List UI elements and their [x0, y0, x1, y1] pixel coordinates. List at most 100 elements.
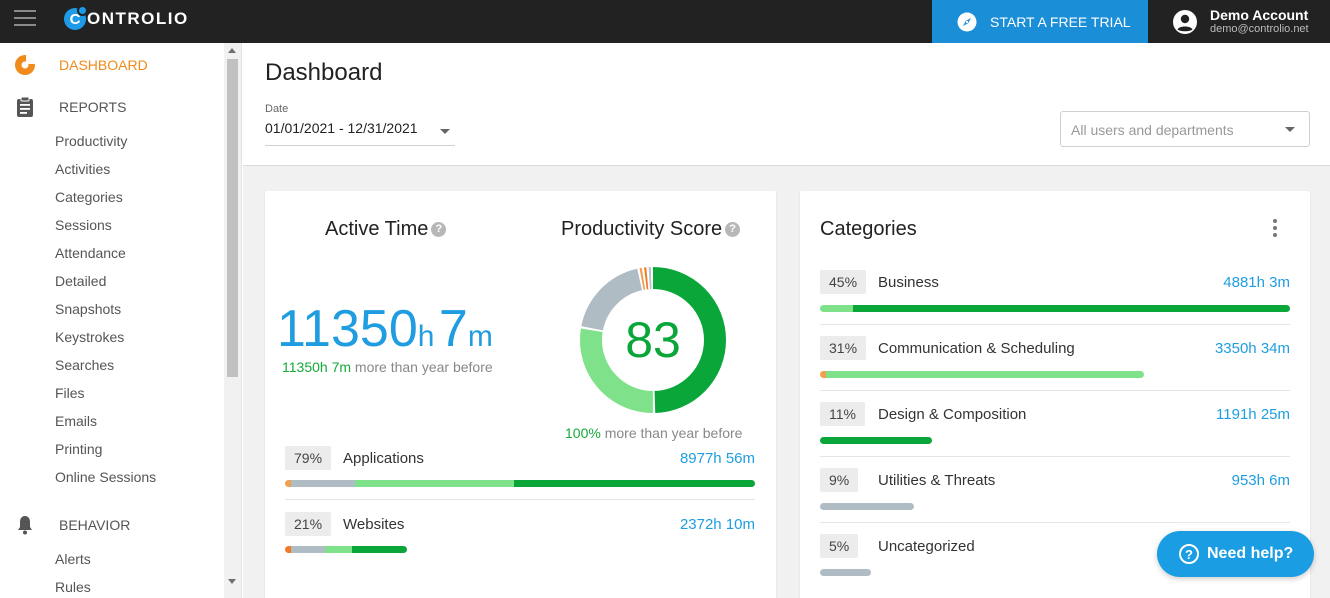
account-name: Demo Account: [1210, 7, 1309, 23]
productivity-score-value: 83: [625, 312, 681, 368]
top-bar: C ONTROLIO START A FREE TRIAL Demo Accou…: [0, 0, 1330, 43]
category-time: 3350h 34m: [1214, 340, 1290, 357]
main-content: Dashboard Date 01/01/2021 - 12/31/2021 A…: [243, 43, 1330, 598]
productivity-score-label: Productivity Score: [561, 218, 723, 240]
chevron-down-icon: [1285, 127, 1295, 132]
sidebar-label-behavior: BEHAVIOR: [59, 517, 131, 533]
sidebar-item-emails[interactable]: Emails: [55, 413, 98, 429]
sidebar-item-keystrokes[interactable]: Keystrokes: [55, 329, 125, 345]
categories-title: Categories: [820, 218, 917, 240]
page-title: Dashboard: [265, 59, 383, 86]
productivity-donut-chart: 83: [580, 267, 726, 413]
sidebar-item-snapshots[interactable]: Snapshots: [55, 301, 122, 317]
menu-icon[interactable]: [14, 10, 36, 28]
divider: [820, 522, 1290, 523]
active-time-value: 11350h 7m: [277, 299, 493, 359]
applications-bar: [285, 480, 755, 487]
category-name[interactable]: Business: [878, 274, 939, 291]
minutes-unit: m: [467, 320, 493, 353]
date-label: Date: [265, 103, 289, 115]
category-name[interactable]: Communication & Scheduling: [878, 340, 1075, 357]
sidebar-item-files[interactable]: Files: [55, 385, 85, 401]
category-percent: 31%: [820, 336, 867, 360]
category-time: 953h 6m: [1231, 472, 1290, 489]
help-icon[interactable]: ?: [431, 222, 447, 238]
sidebar-item-rules[interactable]: Rules: [55, 579, 91, 595]
scroll-up-arrow-icon[interactable]: [228, 48, 236, 53]
users-select-placeholder: All users and departments: [1071, 122, 1234, 138]
more-options-icon[interactable]: [1272, 219, 1278, 237]
sidebar: DASHBOARD REPORTS Productivity Activitie…: [0, 43, 242, 598]
divider: [285, 499, 755, 500]
date-range-value: 01/01/2021 - 12/31/2021: [265, 120, 418, 136]
sidebar-item-detailed[interactable]: Detailed: [55, 273, 107, 289]
scroll-thumb[interactable]: [227, 59, 238, 377]
sidebar-item-productivity[interactable]: Productivity: [55, 133, 128, 149]
category-bar: [820, 503, 914, 510]
websites-bar: [285, 546, 407, 553]
applications-label[interactable]: Applications: [343, 450, 424, 467]
websites-time: 2372h 10m: [679, 516, 755, 533]
sidebar-item-sessions[interactable]: Sessions: [55, 217, 112, 233]
trial-label: START A FREE TRIAL: [990, 13, 1131, 30]
compass-icon: [957, 12, 977, 31]
active-time-delta-value: 11350h 7m: [282, 359, 352, 375]
active-time-label: Active Time: [325, 218, 429, 240]
category-bar: [820, 371, 1144, 378]
sidebar-item-online-sessions[interactable]: Online Sessions: [55, 469, 157, 485]
start-free-trial-button[interactable]: START A FREE TRIAL: [932, 0, 1148, 43]
sidebar-item-searches[interactable]: Searches: [55, 357, 115, 373]
date-range-picker[interactable]: 01/01/2021 - 12/31/2021: [265, 120, 455, 146]
category-percent: 11%: [820, 402, 865, 426]
logo-text: ONTROLIO: [87, 9, 189, 28]
divider: [820, 456, 1290, 457]
need-help-button[interactable]: ? Need help?: [1157, 531, 1314, 577]
donut-segment: [580, 267, 726, 413]
productivity-delta: 100% more than year before: [565, 425, 742, 441]
help-icon[interactable]: ?: [725, 222, 741, 238]
divider: [820, 324, 1290, 325]
active-hours: 11350: [277, 300, 418, 358]
bell-icon: [18, 516, 32, 535]
category-time: 4881h 3m: [1223, 274, 1290, 291]
applications-time: 8977h 56m: [679, 450, 755, 467]
category-bar: [820, 569, 871, 576]
divider: [820, 390, 1290, 391]
category-percent: 5%: [820, 534, 859, 558]
account-email: demo@controlio.net: [1210, 23, 1309, 35]
sidebar-label-dashboard: DASHBOARD: [59, 57, 148, 73]
sidebar-item-activities[interactable]: Activities: [55, 161, 111, 177]
logo[interactable]: C ONTROLIO: [64, 5, 189, 32]
user-avatar-icon: [1173, 9, 1197, 34]
sidebar-scrollbar[interactable]: [224, 43, 241, 598]
category-name[interactable]: Design & Composition: [878, 406, 1027, 423]
sidebar-label-reports: REPORTS: [59, 99, 127, 115]
question-icon: ?: [1179, 544, 1199, 564]
sidebar-item-alerts[interactable]: Alerts: [55, 551, 91, 567]
category-name[interactable]: Uncategorized: [878, 538, 975, 555]
sidebar-item-categories[interactable]: Categories: [55, 189, 123, 205]
scroll-down-arrow-icon[interactable]: [228, 579, 236, 584]
account-menu[interactable]: Demo Account demo@controlio.net: [1172, 0, 1309, 43]
active-minutes: 7: [438, 300, 468, 358]
logo-mark: C: [64, 5, 88, 30]
category-time: 1191h 25m: [1216, 406, 1290, 423]
categories-card: Categories 45% Business 4881h 3m 31% Com…: [800, 191, 1310, 598]
websites-label[interactable]: Websites: [343, 516, 405, 533]
category-name[interactable]: Utilities & Threats: [878, 472, 996, 489]
category-bar: [820, 305, 1290, 312]
applications-percent: 79%: [285, 446, 332, 470]
active-time-title: Active Time?: [325, 218, 447, 241]
pie-chart-icon: [15, 54, 36, 75]
sidebar-item-attendance[interactable]: Attendance: [55, 245, 126, 261]
donut-segment: [580, 267, 726, 413]
active-time-delta-text: more than year before: [354, 359, 493, 375]
clipboard-icon: [17, 96, 33, 117]
category-percent: 45%: [820, 270, 867, 294]
productivity-delta-text: more than year before: [604, 425, 743, 441]
page-header: Dashboard Date 01/01/2021 - 12/31/2021 A…: [243, 43, 1330, 166]
category-percent: 9%: [820, 468, 859, 492]
hours-unit: h: [417, 320, 435, 353]
sidebar-item-printing[interactable]: Printing: [55, 441, 103, 457]
users-departments-select[interactable]: All users and departments: [1060, 111, 1310, 147]
